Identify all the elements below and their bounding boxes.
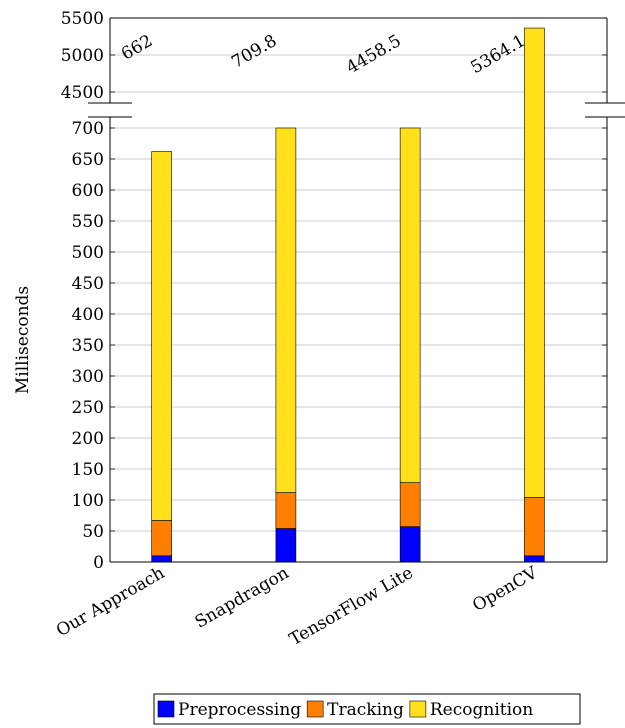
legend-swatch	[157, 700, 175, 718]
total-label: 662	[118, 31, 156, 65]
bar-segment-preprocessing	[275, 528, 297, 563]
y-tick-label: 350	[72, 336, 104, 356]
bar-segment-tracking	[275, 492, 297, 529]
bar-segment-tracking	[399, 482, 421, 527]
y-tick-label: 500	[72, 243, 104, 263]
y-tick-label: 5000	[61, 46, 104, 66]
y-tick-labels: 0 50 100 150 200 250 300 350 400 450 500 550 600 650 7…	[61, 9, 104, 573]
bar-segment-preprocessing	[399, 526, 421, 563]
bars	[151, 27, 545, 563]
y-tick-label: 450	[72, 274, 104, 294]
y-axis-label: Milliseconds	[13, 286, 33, 394]
axes	[88, 17, 625, 563]
bar-segment-recognition	[151, 151, 172, 521]
y-tick-label: 50	[82, 522, 104, 542]
total-label: 709.8	[228, 31, 280, 73]
y-tick-label: 550	[72, 212, 104, 232]
total-label: 4458.5	[343, 31, 405, 78]
legend-label: Tracking	[327, 700, 404, 720]
legend-label: Recognition	[430, 700, 533, 720]
axis-break-gap	[585, 103, 625, 117]
bar-segment-tracking	[524, 497, 545, 557]
legend-box	[153, 693, 581, 725]
y-tick-label: 250	[72, 398, 104, 418]
legend: Preprocessing Tracking Recognition	[153, 693, 581, 725]
x-tick-label: Snapdragon	[192, 563, 293, 633]
y-tick-label: 300	[72, 367, 104, 387]
x-tick-label: OpenCV	[469, 563, 541, 616]
bar-segment-recognition	[275, 127, 297, 493]
y-tick-label: 100	[72, 491, 104, 511]
y-tick-label: 200	[72, 429, 104, 449]
y-tick-label: 650	[72, 150, 104, 170]
y-tick-label: 600	[72, 181, 104, 201]
x-tick-label: TensorFlow Lite	[286, 563, 417, 650]
y-tick-label: 5500	[61, 9, 104, 29]
total-label: 5364.1	[467, 31, 529, 78]
y-tick-label: 4500	[61, 83, 104, 103]
legend-swatch	[409, 700, 427, 718]
legend-label: Preprocessing	[178, 700, 301, 720]
y-tick-label: 400	[72, 305, 104, 325]
total-labels: 662 709.8 4458.5 5364.1	[118, 31, 529, 78]
bar-segment-preprocessing	[151, 555, 172, 563]
bar-segment-tracking	[151, 520, 172, 557]
legend-swatch	[306, 700, 324, 718]
y-tick-label: 700	[72, 119, 104, 139]
y-tick-label: 150	[72, 460, 104, 480]
x-tick-label: Our Approach	[53, 563, 168, 641]
bar-segment-recognition	[399, 127, 421, 483]
bar-segment-recognition	[524, 27, 545, 498]
y-tick-label: 0	[93, 553, 104, 573]
axis-break-gap	[88, 103, 132, 117]
bar-segment-preprocessing	[524, 555, 545, 563]
